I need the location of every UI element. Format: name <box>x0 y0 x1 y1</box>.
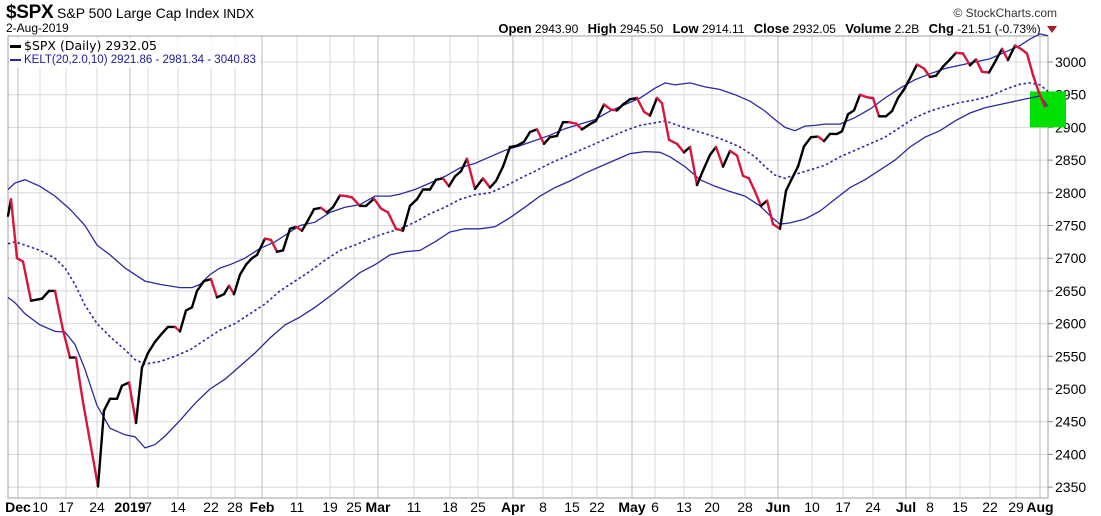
kelt-band <box>7 95 1049 449</box>
y-tick-label: 2550 <box>1055 348 1086 364</box>
x-tick-label: 2019 <box>114 499 145 515</box>
volume-value: 2.2B <box>894 22 920 36</box>
copyright: © StockCharts.com <box>953 6 1057 20</box>
price-line <box>6 44 1047 488</box>
x-tick-label: Jun <box>766 499 791 515</box>
x-tick-label: 19 <box>322 499 338 515</box>
y-tick-label: 2350 <box>1055 479 1086 495</box>
keltner-channels <box>7 33 1049 449</box>
x-tick-label: 14 <box>170 499 186 515</box>
x-tick-label: 11 <box>290 499 305 515</box>
volume-label: Volume <box>845 21 892 36</box>
close-label: Close <box>753 21 790 36</box>
y-tick-label: 2500 <box>1055 381 1086 397</box>
x-tick-label: 7 <box>144 499 152 515</box>
x-tick-label: Feb <box>250 499 275 515</box>
legend-price: $SPX (Daily) 2932.05 <box>10 38 256 53</box>
legend-kelt: KELT(20,2.0,10) 2921.86 - 2981.34 - 3040… <box>10 53 256 68</box>
x-tick-label: 22 <box>589 499 605 515</box>
y-tick-label: 2600 <box>1055 316 1086 332</box>
quote-bar: Open 2943.90 High 2945.50 Low 2914.11 Cl… <box>498 21 1057 36</box>
x-tick-label: May <box>618 499 645 515</box>
exchange: INDX <box>223 6 255 21</box>
x-tick-label: 13 <box>676 499 692 515</box>
x-tick-label: 8 <box>926 499 934 515</box>
low-label: Low <box>672 21 699 36</box>
x-tick-label: 20 <box>704 499 720 515</box>
high-value: 2945.50 <box>619 22 664 36</box>
x-tick-label: Dec <box>5 499 31 515</box>
y-tick-label: 2400 <box>1055 446 1086 462</box>
high-label: High <box>587 21 617 36</box>
kelt-band <box>7 33 1049 289</box>
x-tick-label: 25 <box>470 499 486 515</box>
x-tick-label: 15 <box>564 499 580 515</box>
x-tick-label: 18 <box>442 499 458 515</box>
y-tick-label: 2650 <box>1055 283 1086 299</box>
x-tick-label: 10 <box>804 499 820 515</box>
security-name: S&P 500 Large Cap Index <box>57 5 220 21</box>
y-tick-label: 2700 <box>1055 250 1086 266</box>
y-tick-label: 2850 <box>1055 152 1086 168</box>
grid <box>8 36 1048 498</box>
x-tick-label: Aug <box>1026 499 1053 515</box>
chg-label: Chg <box>928 21 954 36</box>
x-tick-label: Apr <box>501 499 526 515</box>
legend-swatch-price <box>10 45 21 48</box>
x-tick-label: 8 <box>539 499 547 515</box>
chart-date: 2-Aug-2019 <box>6 21 69 35</box>
y-tick-label: 2800 <box>1055 185 1086 201</box>
x-tick-label: 29 <box>1008 499 1024 515</box>
legend: $SPX (Daily) 2932.05 KELT(20,2.0,10) 292… <box>10 38 260 68</box>
symbol: $SPX <box>6 2 54 23</box>
plot-frame <box>7 35 1049 499</box>
x-tick-label: 17 <box>58 499 74 515</box>
x-tick-label: 28 <box>737 499 753 515</box>
x-tick-label: 6 <box>651 499 659 515</box>
close-value: 2932.05 <box>792 22 836 36</box>
kelt-band <box>7 82 1049 365</box>
open-value: 2943.90 <box>534 22 579 36</box>
x-tick-label: 28 <box>227 499 243 515</box>
down-arrow-icon <box>1047 26 1057 34</box>
chg-value: -21.51 (-0.73%) <box>957 22 1041 36</box>
y-tick-label: 3000 <box>1055 54 1086 70</box>
x-tick-label: Jul <box>896 499 916 515</box>
x-tick-label: 22 <box>982 499 998 515</box>
x-tick-label: 25 <box>346 499 362 515</box>
x-tick-label: 24 <box>89 499 105 515</box>
x-tick-label: 15 <box>952 499 968 515</box>
x-tick-label: 10 <box>32 499 48 515</box>
y-tick-label: 2450 <box>1055 414 1086 430</box>
x-tick-label: 11 <box>407 499 422 515</box>
x-tick-label: Mar <box>366 499 391 515</box>
chart-title: $SPX S&P 500 Large Cap Index INDX <box>6 2 254 24</box>
open-label: Open <box>498 21 532 36</box>
x-tick-label: 17 <box>835 499 851 515</box>
x-tick-label: 24 <box>865 499 881 515</box>
y-tick-label: 2750 <box>1055 218 1086 234</box>
legend-swatch-kelt <box>10 58 21 61</box>
low-value: 2914.11 <box>701 22 745 36</box>
x-tick-label: 22 <box>203 499 219 515</box>
